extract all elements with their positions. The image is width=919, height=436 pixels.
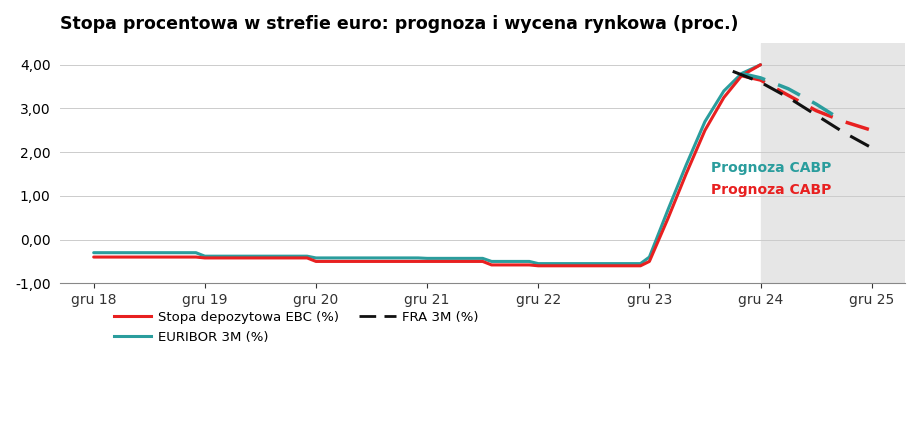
Text: Prognoza CABP: Prognoza CABP <box>709 183 830 197</box>
Bar <box>760 43 904 283</box>
Text: Prognoza CABP: Prognoza CABP <box>709 161 830 175</box>
Legend: Stopa depozytowa EBC (%), EURIBOR 3M (%), FRA 3M (%): Stopa depozytowa EBC (%), EURIBOR 3M (%)… <box>109 306 483 349</box>
Text: Stopa procentowa w strefie euro: prognoza i wycena rynkowa (proc.): Stopa procentowa w strefie euro: prognoz… <box>61 15 738 33</box>
